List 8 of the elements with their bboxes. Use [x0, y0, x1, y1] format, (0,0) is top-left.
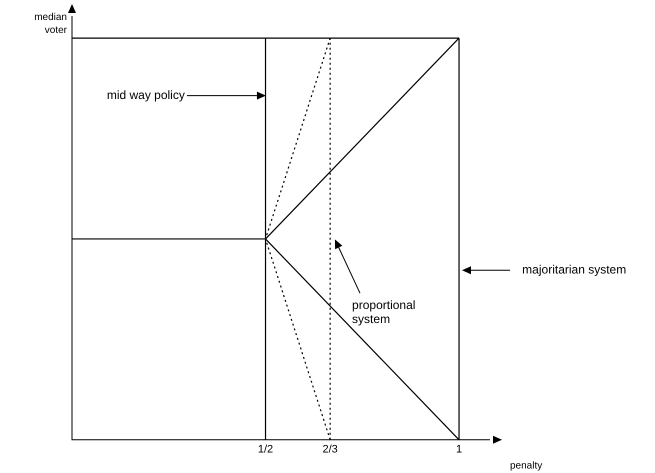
annotation: proportional system — [352, 298, 416, 326]
x-tick-label: 2/3 — [322, 443, 338, 456]
x-tick-label: 1 — [456, 443, 462, 456]
text: majoritarian system — [522, 262, 626, 277]
y-axis-title: median voter — [34, 12, 68, 36]
annotation: mid way policy — [106, 88, 185, 102]
x-tick-label: 1/2 — [258, 443, 274, 456]
x-axis-title: penalty — [510, 460, 542, 472]
